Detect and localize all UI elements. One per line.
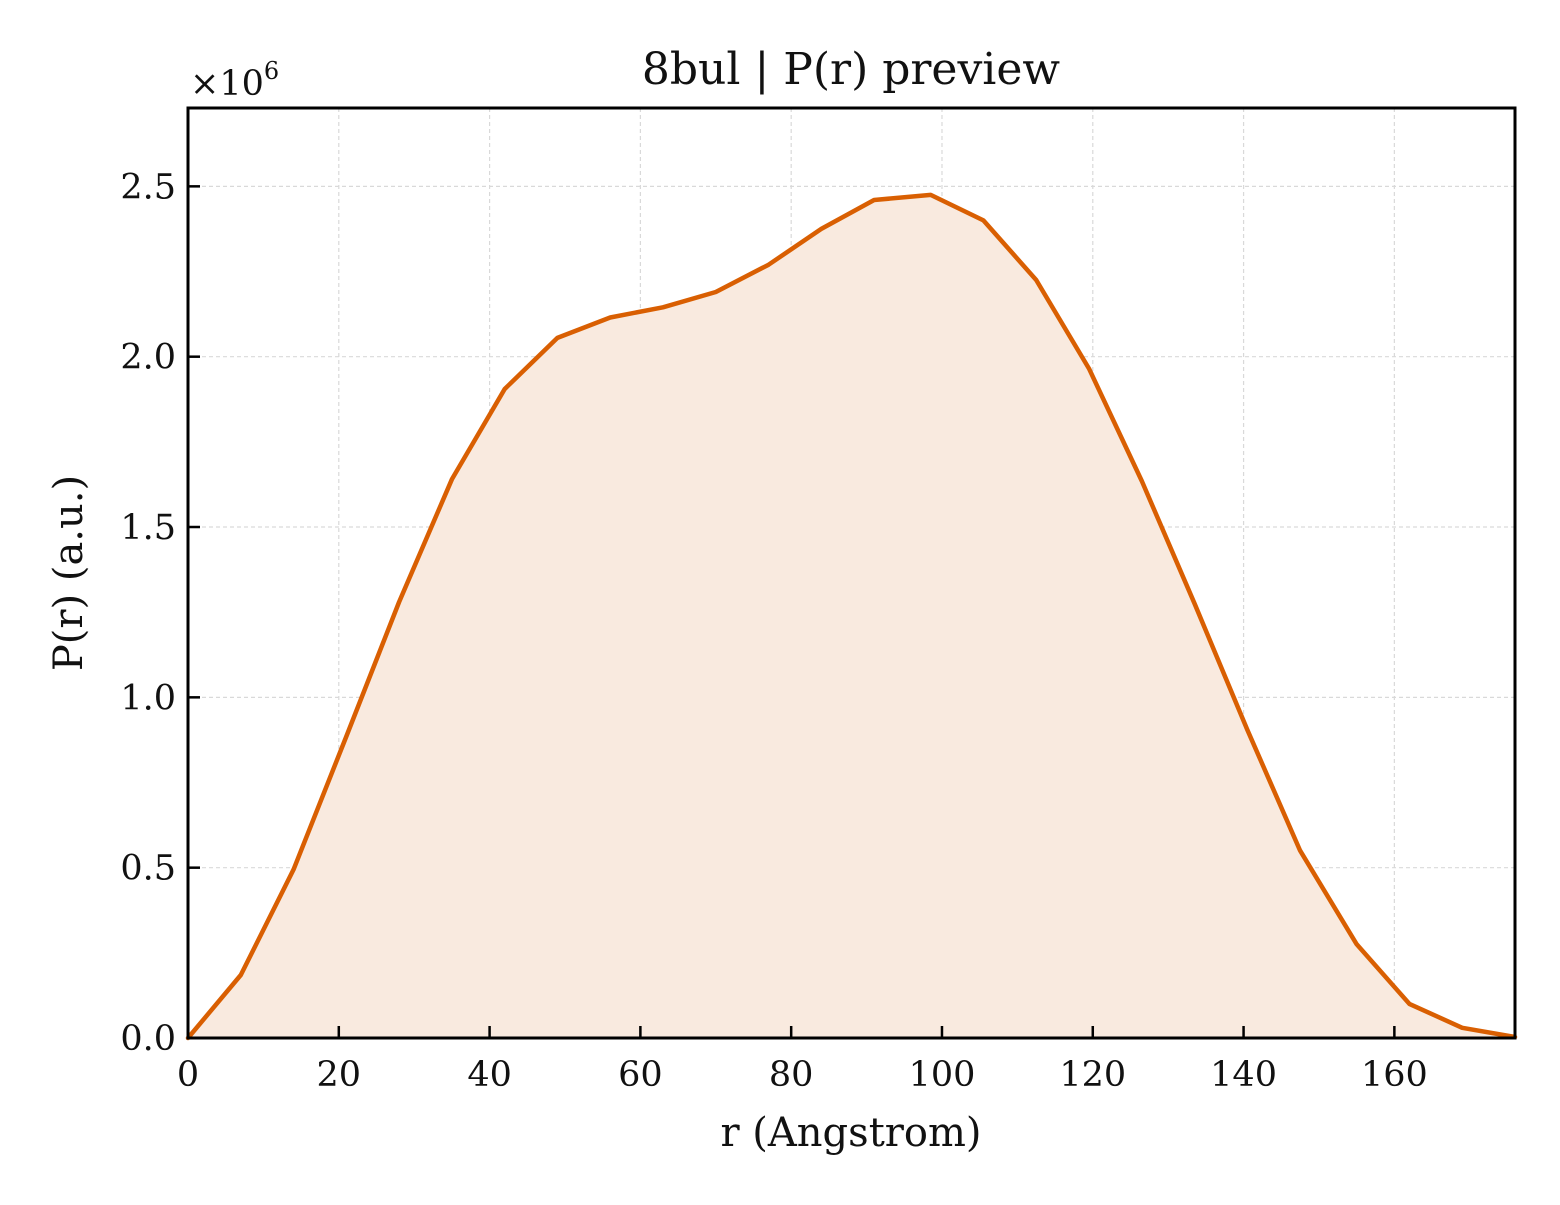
y-axis-label: P(r) (a.u.) bbox=[46, 475, 92, 671]
chart-title: 8bul | P(r) preview bbox=[642, 44, 1061, 95]
pr-line bbox=[185, 192, 1518, 1041]
pr-data-point bbox=[450, 477, 454, 481]
x-tick-label: 0 bbox=[177, 1055, 199, 1095]
pr-data-point bbox=[929, 193, 933, 197]
y-tick-label: 0.5 bbox=[120, 849, 176, 889]
pr-data-point bbox=[608, 316, 612, 319]
pr-data-point bbox=[1460, 1026, 1464, 1030]
x-tick-label: 80 bbox=[769, 1055, 814, 1095]
pr-data-point bbox=[1245, 728, 1249, 732]
pr-data-point bbox=[872, 198, 876, 202]
x-tick-label: 60 bbox=[618, 1055, 663, 1095]
pr-data-point bbox=[819, 227, 823, 231]
y-tick-label: 0.0 bbox=[120, 1019, 176, 1059]
y-multiplier-exponent: 6 bbox=[264, 57, 279, 85]
data-layer bbox=[185, 192, 1518, 1041]
pr-data-point bbox=[555, 336, 559, 340]
pr-data-point bbox=[1298, 849, 1302, 853]
x-tick-label: 140 bbox=[1210, 1055, 1277, 1095]
pr-data-point bbox=[1407, 1002, 1411, 1006]
x-tick-label: 20 bbox=[317, 1055, 362, 1095]
y-tick-label: 2.0 bbox=[120, 338, 176, 378]
pr-data-point bbox=[767, 263, 771, 267]
x-tick-label: 120 bbox=[1059, 1055, 1126, 1095]
y-multiplier-base: ×10 bbox=[190, 64, 264, 104]
pr-data-point bbox=[397, 600, 401, 604]
pr-data-point bbox=[503, 387, 507, 391]
pr-area-fill bbox=[188, 194, 1515, 1038]
pr-data-point bbox=[1355, 942, 1359, 946]
pr-data-point bbox=[661, 305, 665, 309]
pr-data-point bbox=[981, 218, 985, 222]
x-axis-label: r (Angstrom) bbox=[720, 1110, 981, 1156]
y-axis-multiplier: ×106 bbox=[190, 57, 279, 104]
y-tick-label: 1.0 bbox=[120, 678, 176, 718]
y-tick-label: 1.5 bbox=[120, 508, 176, 548]
x-tick-label: 40 bbox=[467, 1055, 512, 1095]
pr-data-point bbox=[1087, 367, 1091, 371]
pr-data-point bbox=[714, 290, 718, 294]
pr-data-point bbox=[1140, 479, 1144, 483]
y-tick-label: 2.5 bbox=[120, 167, 176, 207]
pr-data-point bbox=[292, 867, 296, 871]
plot-frame bbox=[186, 106, 1517, 1040]
pr-data-point bbox=[1034, 278, 1038, 282]
x-tick-label: 160 bbox=[1361, 1055, 1428, 1095]
pr-data-point bbox=[239, 973, 243, 977]
pr-data-point bbox=[344, 735, 348, 738]
axes-layer: 0 20 40 60 80 100 120 140 160 0.0 0.5 1.0 1.5 2.0 2.5 bbox=[120, 106, 1517, 1095]
pr-data-point bbox=[1193, 602, 1197, 606]
x-tick-label: 100 bbox=[909, 1055, 976, 1095]
